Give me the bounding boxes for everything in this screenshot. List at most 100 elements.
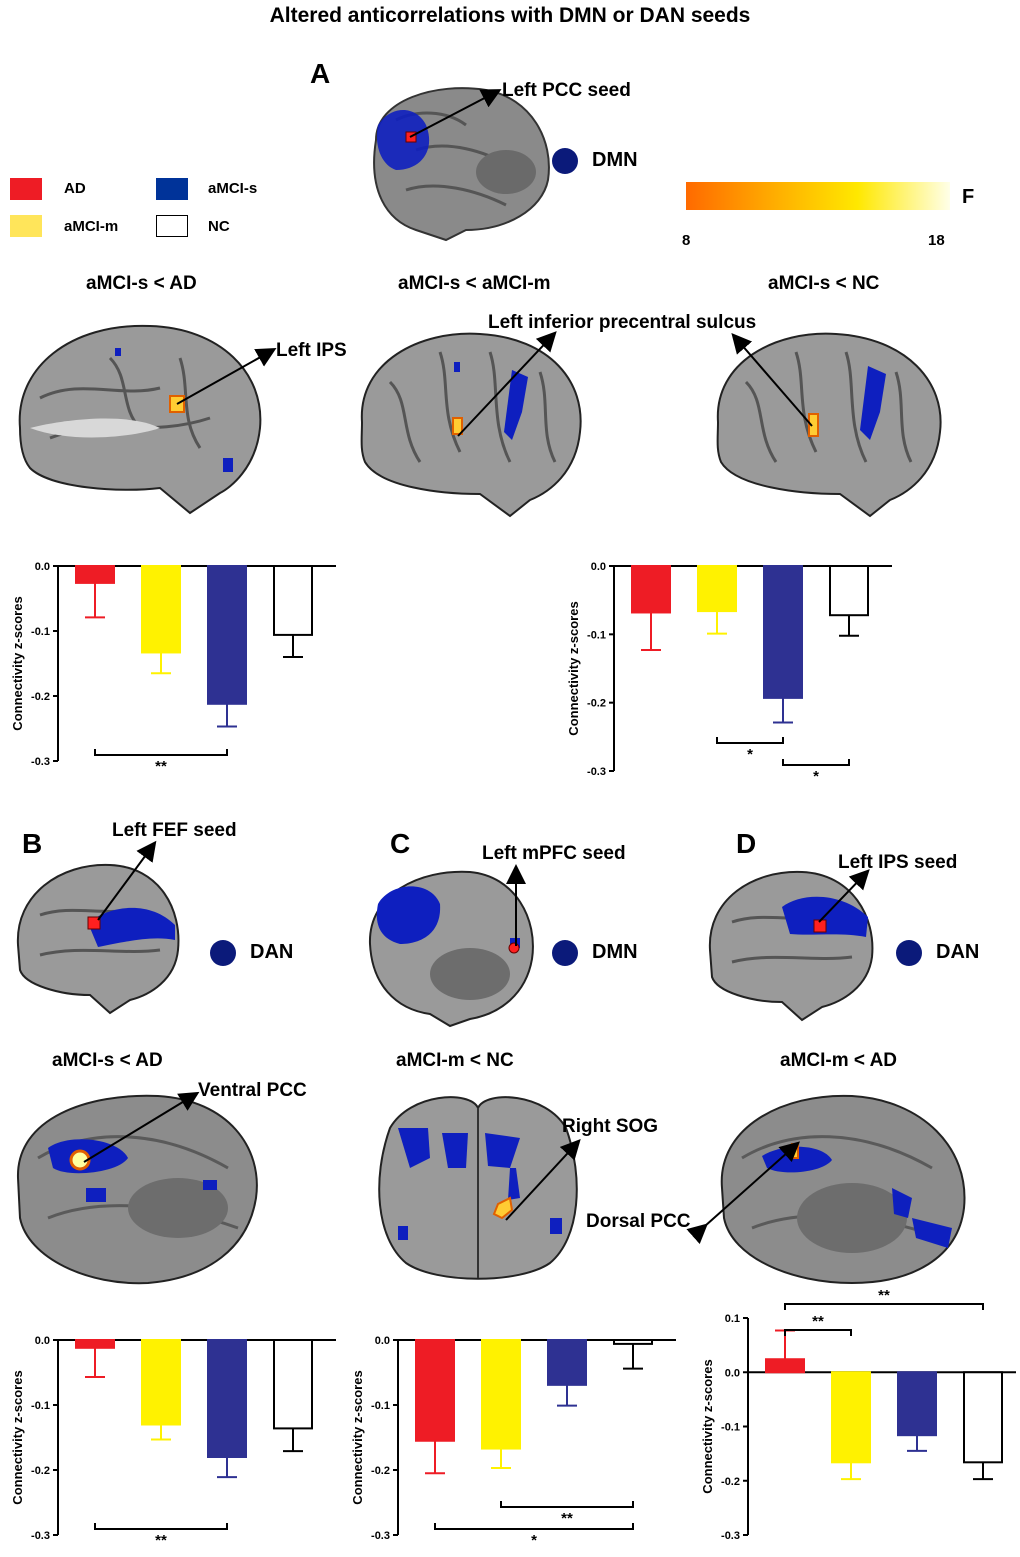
legend-label-amci-s: aMCI-s <box>208 180 258 197</box>
y-tick-label: 0.1 <box>725 1313 740 1325</box>
bar-nc <box>273 565 313 636</box>
bar-ad <box>631 565 671 614</box>
legend-label-ad: AD <box>64 180 86 197</box>
arrow-fef-seed <box>97 840 157 921</box>
legend-label-amci-m: aMCI-m <box>64 218 119 235</box>
label-left-pcc-seed: Left PCC seed <box>502 80 631 101</box>
network-label-dmn-c: DMN <box>592 941 638 963</box>
label-left-fef-seed: Left FEF seed <box>112 820 237 841</box>
bar-amci-s <box>897 1371 937 1437</box>
y-tick-label: 0.0 <box>375 1335 390 1347</box>
y-tick-label: -0.3 <box>371 1530 390 1542</box>
figure-title: Altered anticorrelations with DMN or DAN… <box>269 4 751 27</box>
significance-label: ** <box>812 1313 824 1330</box>
bar-amci-m <box>831 1371 871 1464</box>
bar-ad <box>75 565 115 584</box>
arrow-left-ips <box>176 348 277 405</box>
label-left-mpfc-seed: Left mPFC seed <box>482 843 626 864</box>
arrow-ventral-pcc <box>83 1091 200 1163</box>
brain-image-a2 <box>360 332 582 518</box>
comparison-a2: aMCI-s < aMCI-m <box>398 273 551 294</box>
bar-amci-s <box>547 1339 587 1386</box>
colorbar <box>686 182 950 210</box>
dmn-dot-icon <box>552 148 578 174</box>
y-tick-label: -0.1 <box>371 1400 390 1412</box>
bar-chart-d: 0.1 0.0 -0.1 -0.2 -0.3 Connectivity z-scores *… <box>700 1287 1016 1542</box>
y-tick-label: -0.2 <box>31 1465 50 1477</box>
significance-label: * <box>747 746 753 763</box>
comparison-d: aMCI-m < AD <box>780 1050 898 1071</box>
bar-ad <box>765 1358 805 1374</box>
legend-swatch-amci-s <box>156 178 188 200</box>
legend-swatch-ad <box>10 178 42 200</box>
label-right-sog: Right SOG <box>562 1116 659 1137</box>
bar-nc <box>613 1339 653 1345</box>
colorbar-min: 8 <box>682 232 691 249</box>
panel-label-b: B <box>22 828 43 859</box>
arrow-right-sog <box>505 1139 581 1221</box>
brain-image-b-result <box>16 1094 258 1285</box>
y-tick-label: -0.2 <box>587 698 606 710</box>
bar-ad <box>75 1339 115 1349</box>
y-tick-label: -0.3 <box>721 1530 740 1542</box>
y-tick-label: 0.0 <box>35 561 50 573</box>
y-tick-label: 0.0 <box>35 1335 50 1347</box>
colorbar-max: 18 <box>928 232 945 249</box>
bar-nc <box>963 1371 1003 1464</box>
y-tick-label: -0.1 <box>721 1422 740 1434</box>
y-tick-label: -0.1 <box>587 629 606 641</box>
significance-label: * <box>531 1532 537 1549</box>
network-label-dan-b: DAN <box>250 941 294 963</box>
dan-dot-icon-d <box>896 940 922 966</box>
y-tick-label: -0.2 <box>371 1465 390 1477</box>
significance-bracket <box>716 737 784 744</box>
y-tick-label: -0.3 <box>587 766 606 778</box>
legend-label-nc: NC <box>208 218 230 235</box>
bar-chart-a-right: 0.0 -0.1 -0.2 -0.3 Connectivity z-scores * * <box>566 561 892 785</box>
significance-label: ** <box>561 1510 573 1527</box>
arrow-ips-seed <box>818 869 870 923</box>
significance-bracket <box>94 749 228 756</box>
dan-dot-icon-b <box>210 940 236 966</box>
y-tick-label: -0.3 <box>31 1530 50 1542</box>
bar-nc <box>829 565 869 617</box>
bar-amci-s <box>207 1339 247 1458</box>
bar-amci-s <box>763 565 803 699</box>
arrow-pcc-seed <box>409 89 502 138</box>
significance-bracket <box>784 1303 984 1310</box>
significance-label: * <box>813 768 819 785</box>
y-tick-label: -0.3 <box>31 756 50 768</box>
y-axis-label: Connectivity z-scores <box>566 601 581 735</box>
y-tick-label: -0.1 <box>31 1400 50 1412</box>
y-tick-label: -0.2 <box>721 1476 740 1488</box>
bar-amci-m <box>141 1339 181 1426</box>
y-axis-label: Connectivity z-scores <box>350 1370 365 1504</box>
significance-label: ** <box>155 758 167 775</box>
bar-amci-m <box>697 565 737 613</box>
significance-label: ** <box>878 1287 890 1304</box>
arrow-mpfc-seed <box>506 864 526 946</box>
y-axis-label: Connectivity z-scores <box>10 1370 25 1504</box>
y-axis-label: Connectivity z-scores <box>10 596 25 730</box>
network-label-dmn-a: DMN <box>592 149 638 171</box>
legend-swatch-nc <box>156 215 188 237</box>
bar-chart-b: 0.0 -0.1 -0.2 -0.3 Connectivity z-scores ** <box>10 1335 336 1549</box>
significance-bracket <box>784 1329 852 1336</box>
label-dorsal-pcc: Dorsal PCC <box>586 1211 691 1232</box>
label-ventral-pcc: Ventral PCC <box>198 1080 307 1101</box>
label-left-ips: Left IPS <box>276 340 347 361</box>
significance-label: ** <box>155 1532 167 1549</box>
bar-amci-s <box>207 565 247 705</box>
brain-image-c-seed <box>368 870 534 1028</box>
brain-image-a-seed <box>373 87 550 242</box>
significance-bracket <box>782 759 850 766</box>
significance-bracket <box>500 1501 634 1508</box>
bar-chart-a-left: 0.0 -0.1 -0.2 -0.3 Connectivity z-scores ** <box>10 561 336 775</box>
label-left-ipcs: Left inferior precentral sulcus <box>488 312 757 333</box>
bar-ad <box>415 1339 455 1442</box>
bar-amci-m <box>481 1339 521 1450</box>
comparison-a3: aMCI-s < NC <box>768 273 880 294</box>
dmn-dot-icon-c <box>552 940 578 966</box>
y-tick-label: -0.2 <box>31 691 50 703</box>
y-axis-label: Connectivity z-scores <box>700 1359 715 1493</box>
